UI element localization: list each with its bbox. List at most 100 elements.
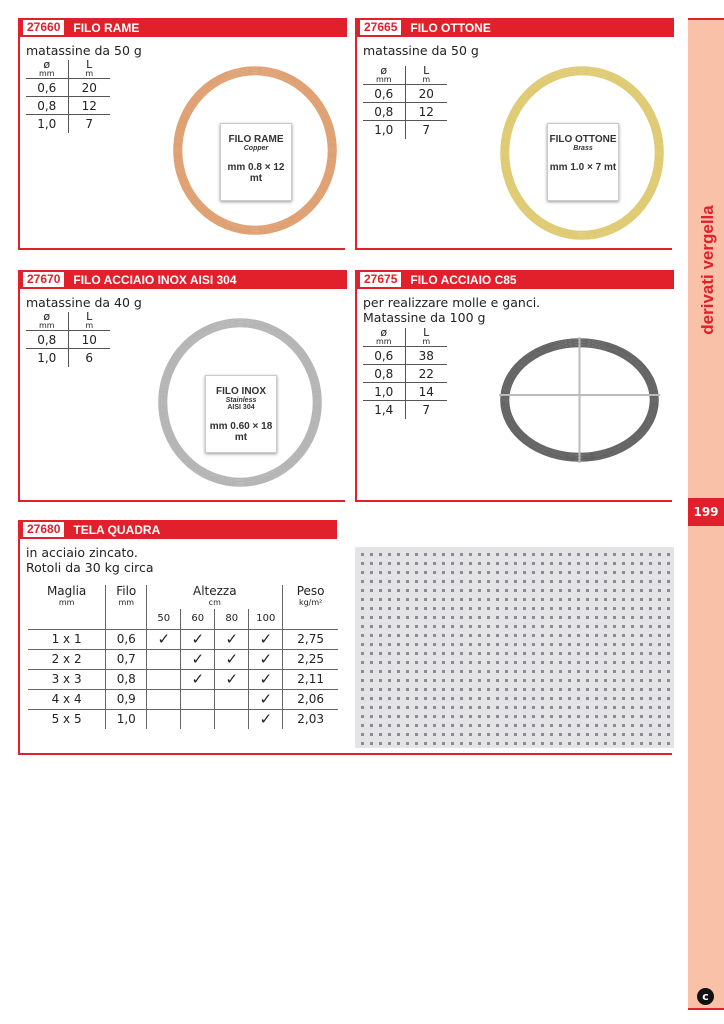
table-cell: 0,8: [363, 364, 406, 383]
product-title: TELA QUADRA: [73, 522, 161, 537]
mesh-size: 4 x 4: [28, 689, 107, 710]
table-row: 3 x 3 0,8 ✓ ✓ ✓ 2,11: [28, 669, 338, 690]
table-row: 1,4 7: [363, 400, 447, 419]
wire-size: 0,6: [105, 629, 148, 650]
table-row: 4 x 4 0,9 ✓ 2,06: [28, 689, 338, 710]
table-row: 1 x 1 0,6 ✓ ✓ ✓ ✓ 2,75: [28, 629, 338, 650]
height-header: 80: [214, 609, 250, 630]
product-title: FILO RAME: [73, 20, 140, 35]
mesh-size: 5 x 5: [28, 709, 107, 729]
product-title: FILO OTTONE: [410, 20, 491, 35]
height-header: 50: [146, 609, 182, 630]
table-row: 0,6 38: [363, 346, 447, 365]
product-panel-27675: 27675 FILO ACCIAIO C85 per realizzare mo…: [355, 270, 674, 502]
column-header: ø mm: [26, 311, 69, 331]
check-icon: ✓: [248, 669, 284, 690]
empty-cell: [146, 709, 182, 729]
product-code: 27675: [360, 272, 402, 287]
table-cell: 7: [422, 122, 431, 137]
package-label: FILO INOX Stainless AISI 304 mm 0.60 × 1…: [205, 375, 277, 453]
table-cell: 20: [405, 84, 447, 103]
wire-size: 0,9: [105, 689, 148, 710]
table-row: 1,0 14: [363, 382, 447, 401]
description-line: matassine da 40 g: [26, 295, 142, 310]
section-label: derivati vergella: [698, 205, 717, 335]
table-cell: 20: [68, 78, 110, 97]
table-row: 0,6 20: [363, 84, 447, 103]
table-cell: 1,0: [26, 348, 69, 367]
product-description: in acciaio zincato. Rotoli da 30 kg circa: [26, 545, 154, 575]
product-code: 27680: [23, 522, 65, 537]
product-description: matassine da 50 g: [363, 43, 479, 58]
page-number: 199: [688, 498, 724, 526]
check-icon: ✓: [248, 709, 284, 729]
weight: 2,03: [297, 712, 324, 727]
empty-cell: [146, 689, 182, 710]
product-header: 27680 TELA QUADRA: [20, 520, 337, 539]
table-row: 1,0 7: [26, 114, 110, 133]
check-icon: ✓: [248, 649, 284, 670]
check-icon: ✓: [214, 669, 250, 690]
product-panel-27680: 27680 TELA QUADRA in acciaio zincato. Rot…: [18, 520, 674, 755]
column-header: ø mm: [363, 327, 406, 347]
product-code: 27660: [23, 20, 65, 35]
empty-cell: [214, 709, 250, 729]
table-cell: 0,6: [363, 346, 406, 365]
wire-coil-image: [158, 318, 322, 487]
wire-mesh-image: [355, 547, 674, 748]
table-cell: 1,0: [26, 114, 69, 133]
table-cell: 22: [405, 364, 447, 383]
table-row: 0,8 12: [363, 102, 447, 121]
column-header: ø mm: [363, 65, 406, 85]
package-label: FILO OTTONE Brass mm 1.0 × 7 mt: [547, 123, 619, 201]
wire-size: 0,8: [105, 669, 148, 690]
mesh-table: Maglia mm Filo mm Altezza cm Peso kg/m² 50 60…: [28, 585, 338, 729]
table-cell: 6: [85, 350, 94, 365]
table-cell: 0,6: [26, 78, 69, 97]
wire-coil-image: [499, 337, 660, 463]
check-icon: ✓: [180, 649, 216, 670]
weight: 2,06: [282, 689, 338, 710]
empty-cell: [214, 689, 250, 710]
product-title: FILO ACCIAIO C85: [410, 272, 517, 287]
product-header: 27660 FILO RAME: [20, 18, 347, 37]
wire-coil-image: [173, 66, 337, 235]
section-sidebar: derivati vergella 199 c: [688, 18, 724, 1010]
check-icon: ✓: [214, 649, 250, 670]
table-cell: 14: [405, 382, 447, 401]
weight: 2,75: [282, 629, 338, 650]
empty-cell: [180, 689, 216, 710]
weight: 2,11: [282, 669, 338, 690]
table-row: 1,0 7: [363, 120, 447, 139]
table-cell: 38: [405, 346, 447, 365]
height-header: 100: [248, 609, 284, 630]
weight: 2,25: [282, 649, 338, 670]
product-panel-27665: 27665 FILO OTTONE matassine da 50 g ø mm L…: [355, 18, 674, 250]
check-icon: ✓: [146, 629, 182, 650]
description-line: per realizzare molle e ganci.: [363, 295, 541, 310]
column-header: ø mm: [26, 59, 69, 79]
description-line: matassine da 50 g: [363, 43, 479, 58]
table-cell: 0,8: [26, 96, 69, 115]
check-icon: ✓: [248, 689, 284, 710]
mesh-size: 1 x 1: [28, 629, 107, 650]
product-code: 27670: [23, 272, 65, 287]
empty-cell: [146, 649, 182, 670]
table-cell: 7: [422, 402, 431, 417]
table-cell: 1,4: [363, 400, 406, 419]
product-title: FILO ACCIAIO INOX AISI 304: [73, 272, 237, 287]
table-cell: 0,6: [363, 84, 406, 103]
table-row: 0,8 10: [26, 330, 110, 349]
table-cell: 12: [405, 102, 447, 121]
table-cell: 0,8: [26, 330, 69, 349]
wire-coil-image: [500, 66, 664, 240]
product-header: 27665 FILO OTTONE: [357, 18, 674, 37]
wire-size: 0,7: [105, 649, 148, 670]
product-panel-27670: 27670 FILO ACCIAIO INOX AISI 304 matassi…: [18, 270, 347, 502]
